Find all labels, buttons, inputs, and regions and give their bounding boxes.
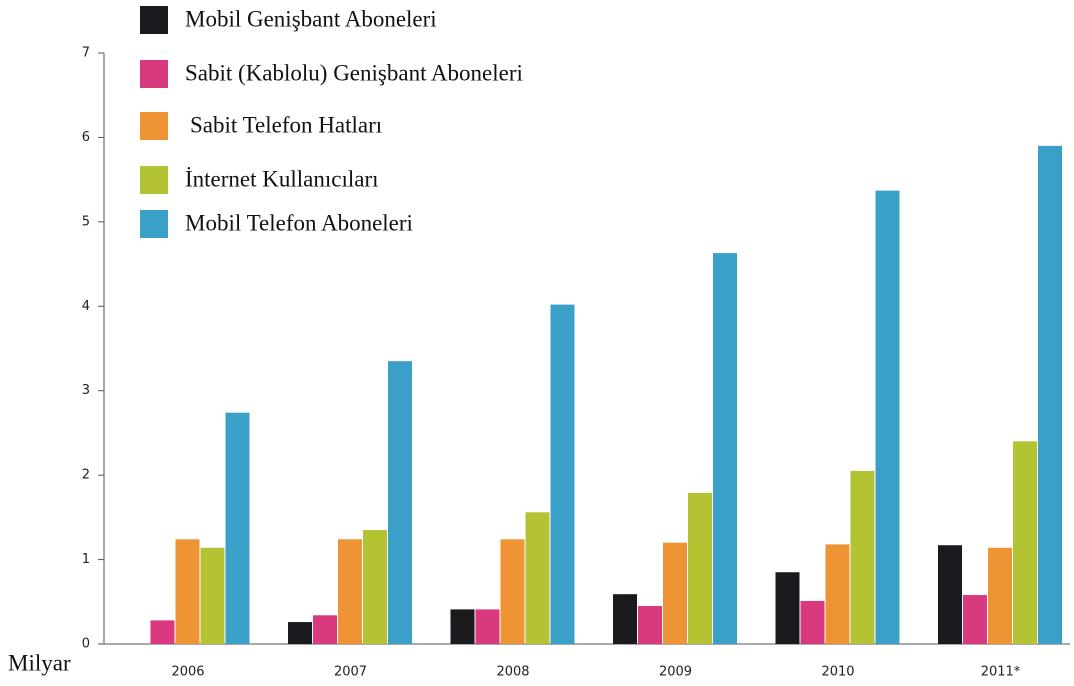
bar xyxy=(175,539,200,644)
bar xyxy=(450,609,475,644)
bar xyxy=(150,620,175,644)
legend-swatch xyxy=(140,60,168,88)
legend-label: Sabit (Kablolu) Genişbant Aboneleri xyxy=(185,60,523,85)
y-tick-label: 0 xyxy=(82,637,90,652)
bar xyxy=(525,512,550,644)
legend-label: Mobil Telefon Aboneleri xyxy=(185,210,413,235)
bar xyxy=(663,542,687,644)
bar xyxy=(775,572,800,644)
bar xyxy=(688,492,712,644)
x-tick-label: 2010 xyxy=(821,665,854,680)
x-tick-label: 2008 xyxy=(496,665,529,680)
bar xyxy=(1013,441,1037,644)
bar xyxy=(500,539,525,644)
legend-swatch xyxy=(140,6,168,34)
x-tick-label: 2009 xyxy=(659,665,692,680)
legend-swatch xyxy=(140,210,168,238)
bar xyxy=(613,594,637,644)
bar xyxy=(850,470,875,644)
bar xyxy=(388,361,412,644)
y-tick-label: 5 xyxy=(82,214,90,229)
y-tick-label: 1 xyxy=(82,552,90,567)
bar xyxy=(988,547,1012,644)
bar xyxy=(225,412,250,644)
bar xyxy=(713,253,737,645)
x-tick-label: 2007 xyxy=(334,665,367,680)
y-tick-label: 7 xyxy=(82,46,90,61)
legend-label: Mobil Genişbant Aboneleri xyxy=(185,6,437,31)
bar xyxy=(313,615,337,644)
bar xyxy=(638,606,662,644)
legend-swatch xyxy=(140,112,168,140)
bar xyxy=(825,544,850,644)
bar xyxy=(800,600,825,644)
legend-swatch xyxy=(140,166,168,194)
x-tick-label: 2011* xyxy=(981,665,1021,680)
legend-label: Sabit Telefon Hatları xyxy=(190,112,382,137)
y-tick-label: 6 xyxy=(82,130,90,145)
bar xyxy=(475,609,500,644)
y-tick-label: 3 xyxy=(82,383,90,398)
bar xyxy=(938,545,962,644)
bar xyxy=(288,622,312,644)
bar xyxy=(875,190,900,644)
bar xyxy=(338,539,362,644)
y-tick-label: 2 xyxy=(82,468,90,483)
legend-label: İnternet Kullanıcıları xyxy=(185,166,379,191)
bar xyxy=(1038,145,1062,644)
bar xyxy=(200,547,225,644)
y-axis-label: Milyar xyxy=(8,650,71,675)
bar xyxy=(363,530,387,644)
bar xyxy=(550,304,575,644)
bar xyxy=(963,595,987,644)
x-tick-label: 2006 xyxy=(171,665,204,680)
y-tick-label: 4 xyxy=(82,299,90,314)
